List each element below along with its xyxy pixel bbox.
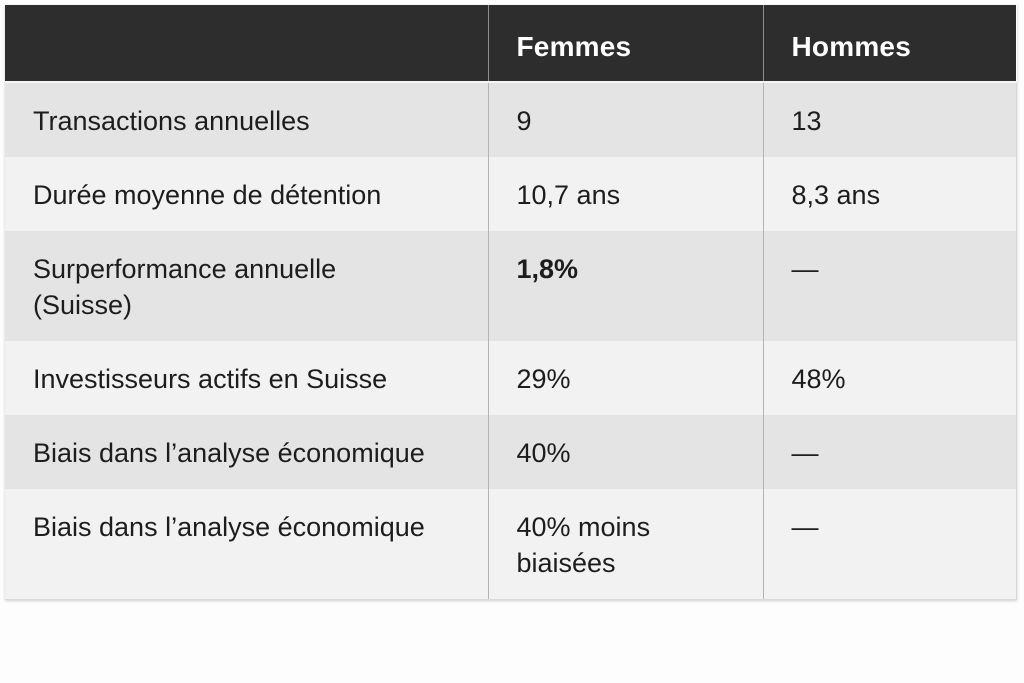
row-label: Biais dans l’analyse économique — [5, 415, 488, 489]
femmes-value: 40% moins biaisées — [487, 489, 763, 600]
hommes-value: — — [762, 231, 1017, 341]
row-label: Surperformance annuelle (Suisse) — [5, 231, 488, 341]
femmes-value: 40% — [487, 415, 763, 489]
table-row-surperformance-annuelle: Surperformance annuelle (Suisse) 1,8% — — [5, 231, 1017, 341]
table-row-transactions-annuelles: Transactions annuelles 9 13 — [5, 82, 1017, 157]
femmes-value: 10,7 ans — [487, 157, 763, 231]
row-label: Biais dans l’analyse économique — [5, 489, 488, 600]
hommes-value: — — [762, 489, 1017, 600]
femmes-value: 1,8% — [487, 231, 763, 341]
hommes-value: — — [762, 415, 1017, 489]
femmes-hommes-comparison-table: Femmes Hommes Transactions annuelles 9 1… — [5, 5, 1017, 600]
column-header-femmes: Femmes — [487, 5, 763, 83]
row-label: Investisseurs actifs en Suisse — [5, 341, 488, 415]
column-header-hommes: Hommes — [762, 5, 1016, 83]
row-label: Durée moyenne de détention — [5, 157, 488, 231]
hommes-value: 8,3 ans — [762, 157, 1017, 231]
hommes-value: 13 — [762, 82, 1017, 157]
table-row-biais-analyse-economique-2: Biais dans l’analyse économique 40% moin… — [5, 489, 1017, 600]
femmes-value: 29% — [487, 341, 763, 415]
row-label: Transactions annuelles — [5, 82, 488, 157]
hommes-value: 48% — [762, 341, 1017, 415]
femmes-value: 9 — [487, 82, 763, 157]
table-row-duree-moyenne-detention: Durée moyenne de détention 10,7 ans 8,3 … — [5, 157, 1017, 231]
header-row: Femmes Hommes — [5, 5, 1016, 83]
column-header-empty — [5, 5, 488, 83]
table-row-investisseurs-actifs: Investisseurs actifs en Suisse 29% 48% — [5, 341, 1017, 415]
table-row-biais-analyse-economique-1: Biais dans l’analyse économique 40% — — [5, 415, 1017, 489]
